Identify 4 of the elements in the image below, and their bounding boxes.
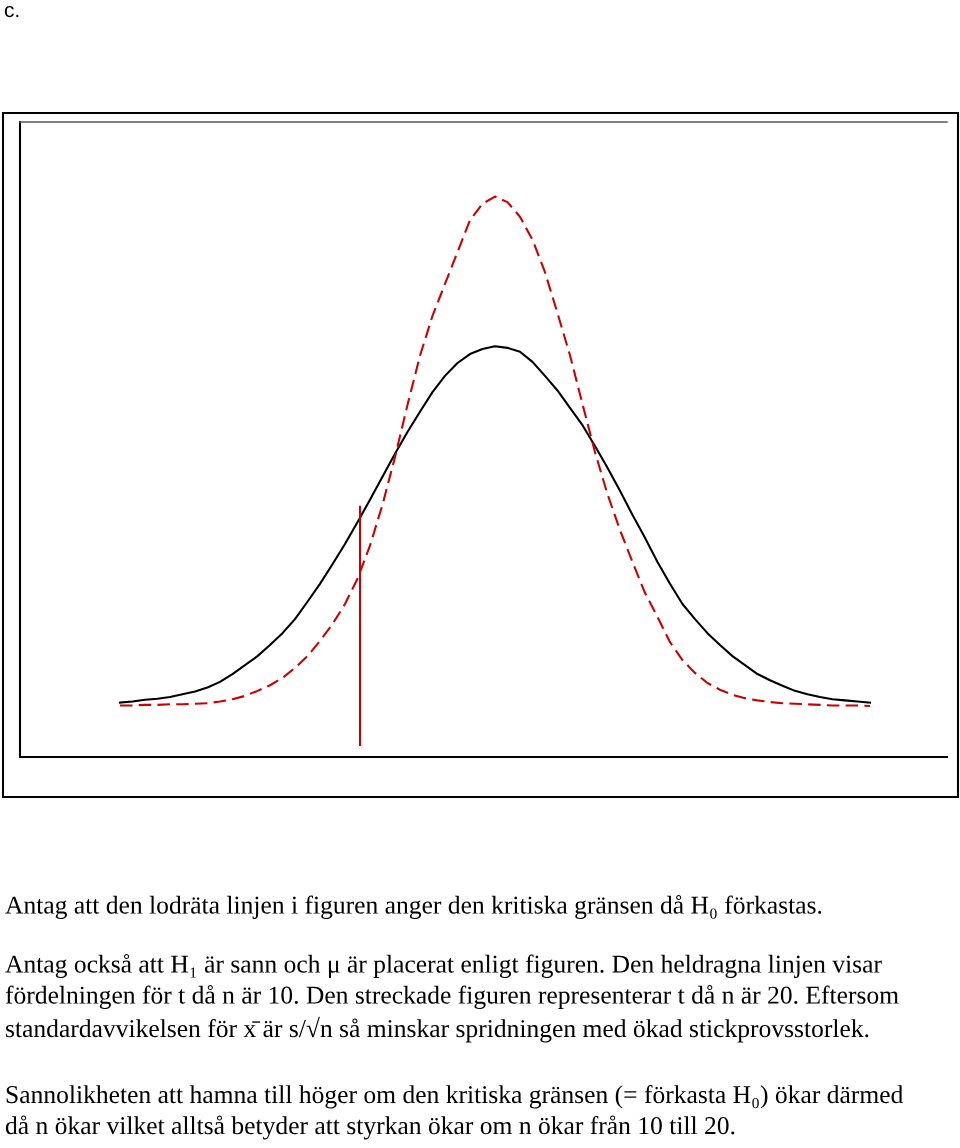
text: Antag att den lodräta linjen i figuren anger den kritiska gränsen då H₀ förkastas. bbox=[5, 895, 822, 920]
chart-title: c. bbox=[4, 5, 19, 18]
text: Sannolikheten att hamna till höger om den kritiska gränsen (= förkasta H₀) ökar därmed då n ökar vilket alltså betyder att styrkan ökar om n ökar från 10 till 20. bbox=[5, 1085, 904, 1140]
text: Antag också att H₁ är sann och μ är placerat enligt figuren. Den heldragna linjen visar fördelningen för t då n är 10. Den streckade figuren representerar t då n är 20. Eftersom standardavvikelsen för x̄ är s/√n så minskar spridningen med ökad stickprovsstorlek. bbox=[5, 954, 899, 1043]
